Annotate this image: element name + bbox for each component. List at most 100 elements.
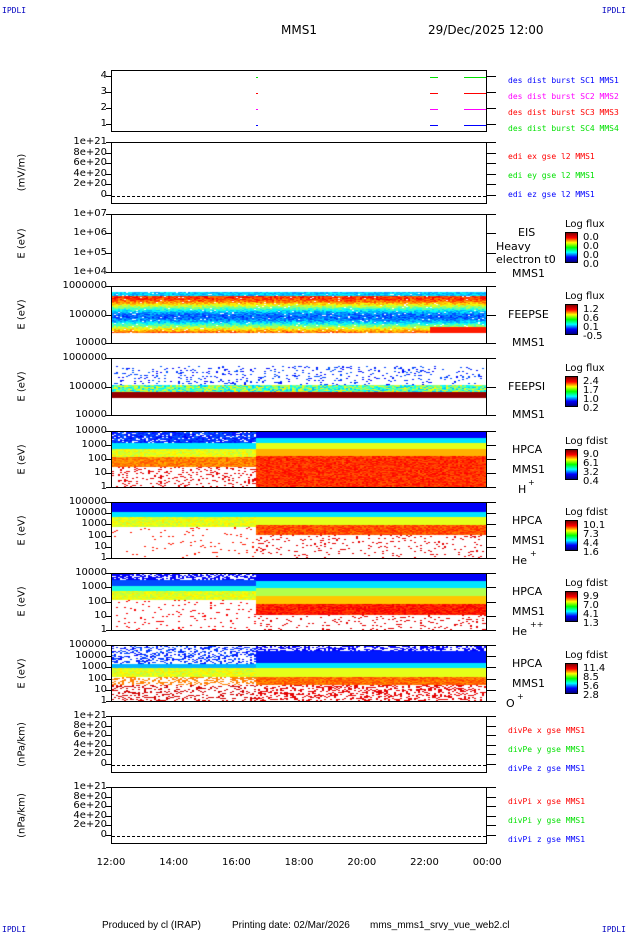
burst-segment [464, 125, 486, 126]
y-tick [106, 92, 111, 93]
y-tick-label: 2e+20 [73, 178, 107, 190]
y-tick-label: 1e+06 [73, 227, 107, 239]
colorbar [565, 520, 578, 551]
y-tick [106, 431, 111, 432]
legend-entry: edi ex gse l2 MMS1 [508, 152, 595, 161]
y-tick-label: 1000 [81, 518, 107, 530]
spectrogram-hpca_he [112, 503, 486, 558]
colorbar-title: Log fdist [565, 650, 608, 661]
y-tick-label: 10000 [75, 567, 107, 578]
instrument-label: HPCA [512, 657, 543, 670]
panel-hpca_he [111, 502, 487, 559]
legend-entry: des dist burst SC2 MMS2 [508, 92, 619, 101]
y-tick-label: 1e+21 [73, 710, 107, 721]
y-tick-label: 1000 [81, 661, 107, 673]
mission-title: MMS1 [281, 23, 317, 37]
instrument-label: He [512, 625, 528, 638]
legend-entry: divPi y gse MMS1 [508, 816, 586, 825]
y-tick-right [487, 314, 496, 316]
instrument-label: MMS1 [512, 408, 545, 421]
y-tick-right [487, 524, 496, 526]
y-tick-label: 10000 [75, 650, 107, 662]
colorbar-value: 7.0 [583, 600, 599, 611]
y-tick-label: 3 [100, 86, 107, 97]
spectrogram-feepse [112, 287, 486, 343]
instrument-label: O [506, 697, 515, 710]
y-tick-label: 1e+21 [73, 136, 107, 147]
y-tick [106, 152, 111, 154]
y-axis-label: E (eV) [16, 657, 28, 689]
y-tick-label: 100000 [68, 308, 107, 320]
colorbar-title: Log flux [565, 363, 605, 374]
y-tick-right [487, 796, 496, 798]
instrument-label: + [528, 478, 535, 487]
y-tick [106, 173, 111, 175]
y-tick-right [487, 92, 496, 93]
burst-segment [430, 93, 438, 94]
colorbar-value: 1.0 [583, 394, 599, 405]
panel-hpca_o [111, 645, 487, 702]
instrument-label: ++ [530, 620, 544, 629]
y-tick-right [487, 152, 496, 154]
y-tick [106, 615, 111, 617]
y-tick-right [487, 667, 496, 669]
y-tick [106, 645, 111, 646]
y-tick-right [487, 195, 496, 196]
footer-printing-date: Printing date: 02/Mar/2026 [232, 920, 350, 931]
colorbar-value: 9.0 [583, 449, 599, 460]
y-tick [106, 716, 111, 717]
y-tick [106, 163, 111, 165]
y-tick-label: 8e+20 [73, 719, 107, 731]
y-tick-label: 1000000 [62, 280, 107, 291]
burst-segment [464, 109, 486, 110]
panel-feepsi [111, 358, 487, 416]
panel-hpca_h [111, 431, 487, 488]
x-tick-label: 22:00 [410, 857, 439, 868]
instrument-label: + [517, 692, 524, 701]
y-tick [106, 689, 111, 691]
colorbar-value: 9.9 [583, 591, 599, 602]
y-tick-label: 4 [100, 70, 107, 81]
y-tick-right [487, 806, 496, 808]
y-tick-label: 100 [87, 529, 107, 541]
legend-entry: edi ez gse l2 MMS1 [508, 190, 595, 199]
y-tick-label: 2e+20 [73, 819, 107, 831]
y-tick [106, 487, 111, 488]
y-tick-label: 10 [94, 683, 107, 695]
y-tick [106, 667, 111, 669]
y-tick-label: 4e+20 [73, 809, 107, 821]
y-tick-right [487, 343, 496, 344]
y-tick-label: 4e+20 [73, 167, 107, 179]
y-tick [106, 314, 111, 316]
y-tick-label: 8e+20 [73, 146, 107, 158]
colorbar-value: 4.1 [583, 609, 599, 620]
y-tick-label: 6e+20 [73, 800, 107, 812]
y-tick-right [487, 587, 496, 589]
y-tick [106, 459, 111, 460]
y-tick [106, 796, 111, 798]
y-tick-label: 10 [94, 540, 107, 552]
y-tick [106, 656, 111, 658]
colorbar-value: 7.3 [583, 529, 599, 540]
y-tick [106, 502, 111, 503]
y-tick [106, 286, 111, 287]
instrument-label: HPCA [512, 443, 543, 456]
x-tick-label: 00:00 [472, 857, 502, 868]
y-tick [106, 415, 111, 416]
colorbar-value: 2.8 [583, 690, 599, 701]
colorbar-value: 0.6 [583, 313, 599, 324]
instrument-label: HPCA [512, 514, 543, 527]
y-tick [106, 754, 111, 756]
y-tick [106, 214, 111, 215]
y-tick [106, 787, 111, 788]
colorbar [565, 376, 578, 407]
instrument-label: HPCA [512, 585, 543, 598]
y-tick-right [487, 815, 496, 817]
y-tick-label: 10000 [75, 507, 107, 519]
y-tick-label: 100000 [68, 496, 107, 507]
colorbar-title: Log fdist [565, 507, 608, 518]
y-tick [106, 725, 111, 727]
y-tick [106, 825, 111, 827]
footer-produced: Produced by cl (IRAP) [102, 920, 201, 931]
